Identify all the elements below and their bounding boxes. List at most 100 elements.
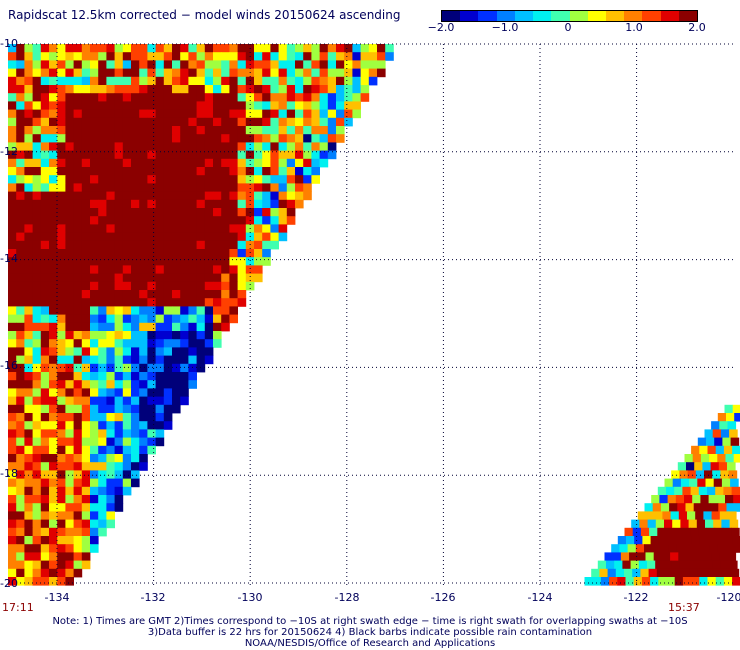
wind-diff-cell xyxy=(691,577,700,586)
wind-diff-cell xyxy=(40,224,50,233)
wind-diff-cell xyxy=(213,339,222,348)
wind-diff-cell xyxy=(204,199,214,209)
wind-diff-cell xyxy=(122,216,132,225)
wind-diff-cell xyxy=(16,224,25,233)
wind-diff-cell xyxy=(16,544,25,553)
wind-diff-cell xyxy=(106,85,115,94)
wind-diff-cell xyxy=(180,167,189,176)
wind-diff-cell xyxy=(106,208,115,217)
wind-diff-cell xyxy=(131,281,140,291)
wind-diff-cell xyxy=(40,339,50,348)
wind-diff-cell xyxy=(607,568,617,578)
wind-diff-cell xyxy=(303,134,312,143)
wind-diff-cell xyxy=(65,577,74,586)
wind-diff-cell xyxy=(32,388,42,397)
wind-diff-cell xyxy=(65,495,74,504)
wind-diff-cell xyxy=(254,249,263,258)
wind-diff-cell xyxy=(180,355,189,365)
wind-diff-cell xyxy=(147,273,156,283)
wind-diff-cell xyxy=(221,249,230,258)
wind-diff-cell xyxy=(352,101,361,110)
wind-diff-cell xyxy=(16,183,25,192)
wind-diff-cell xyxy=(98,478,107,488)
wind-diff-cell xyxy=(213,44,222,53)
wind-diff-cell xyxy=(98,290,107,299)
wind-diff-cell xyxy=(114,126,124,135)
wind-diff-cell xyxy=(73,380,83,389)
wind-diff-cell xyxy=(139,167,148,176)
wind-diff-cell xyxy=(98,93,107,102)
wind-diff-cell xyxy=(114,347,124,356)
wind-diff-cell xyxy=(147,388,156,397)
wind-diff-cell xyxy=(344,117,353,127)
wind-diff-cell xyxy=(65,117,74,127)
wind-diff-cell xyxy=(270,183,279,192)
wind-diff-cell xyxy=(122,322,132,332)
wind-diff-cell xyxy=(131,191,140,201)
wind-diff-cell xyxy=(303,60,312,69)
lon-label: -132 xyxy=(140,591,166,604)
wind-diff-cell xyxy=(221,257,230,266)
wind-diff-cell xyxy=(204,281,214,291)
wind-diff-cell xyxy=(155,183,165,192)
wind-diff-cell xyxy=(8,175,17,184)
wind-diff-cell xyxy=(278,52,288,61)
wind-diff-cell xyxy=(385,52,394,61)
wind-diff-cell xyxy=(139,60,148,69)
wind-diff-cell xyxy=(131,240,140,250)
wind-diff-cell xyxy=(106,421,115,430)
wind-diff-cell xyxy=(131,478,140,488)
wind-diff-cell xyxy=(131,60,140,69)
wind-diff-cell xyxy=(204,101,214,110)
wind-diff-cell xyxy=(131,445,140,455)
wind-diff-cell xyxy=(106,93,115,102)
wind-diff-cell xyxy=(237,76,247,86)
map-title: Rapidscat 12.5km corrected − model winds… xyxy=(8,8,401,22)
wind-diff-cell xyxy=(16,60,25,69)
lon-label: -134 xyxy=(44,591,70,604)
wind-diff-cell xyxy=(204,167,214,176)
wind-diff-cell xyxy=(57,568,66,578)
wind-diff-cell xyxy=(65,527,74,537)
wind-diff-cell xyxy=(32,199,42,209)
wind-diff-cell xyxy=(106,429,115,438)
wind-diff-cell xyxy=(40,314,50,324)
wind-diff-cell xyxy=(98,134,107,143)
wind-diff-cell xyxy=(40,396,50,406)
wind-diff-cell xyxy=(163,150,173,160)
wind-diff-cell xyxy=(180,150,189,160)
wind-diff-cell xyxy=(16,314,25,324)
wind-diff-cell xyxy=(270,142,279,151)
wind-diff-cell xyxy=(40,60,50,69)
wind-diff-cell xyxy=(16,339,25,348)
wind-diff-cell xyxy=(106,183,115,192)
wind-diff-cell xyxy=(730,568,740,578)
wind-diff-cell xyxy=(155,240,165,250)
wind-diff-cell xyxy=(40,404,50,414)
wind-diff-cell xyxy=(65,421,74,430)
wind-diff-cell xyxy=(65,240,74,250)
wind-diff-cell xyxy=(336,134,345,143)
wind-diff-cell xyxy=(16,249,25,258)
right-swath-time: 15:37 xyxy=(668,601,700,614)
wind-diff-cell xyxy=(24,331,33,340)
wind-diff-cell xyxy=(114,150,124,160)
wind-diff-cell xyxy=(114,199,124,209)
wind-diff-cell xyxy=(237,183,247,192)
wind-diff-cell xyxy=(57,224,66,233)
wind-diff-cell xyxy=(278,85,288,94)
wind-diff-cell xyxy=(65,511,74,520)
wind-diff-cell xyxy=(8,142,17,151)
wind-diff-cell xyxy=(90,355,99,365)
wind-diff-cell xyxy=(106,134,115,143)
wind-diff-cell xyxy=(81,52,91,61)
wind-diff-cell xyxy=(73,552,83,561)
wind-diff-cell xyxy=(172,208,181,217)
wind-diff-cell xyxy=(98,158,107,168)
wind-diff-cell xyxy=(106,126,115,135)
wind-diff-cell xyxy=(155,355,165,365)
wind-diff-cell xyxy=(81,134,91,143)
wind-diff-cell xyxy=(81,314,91,324)
wind-diff-cell xyxy=(8,396,17,406)
wind-diff-cell xyxy=(8,527,17,537)
